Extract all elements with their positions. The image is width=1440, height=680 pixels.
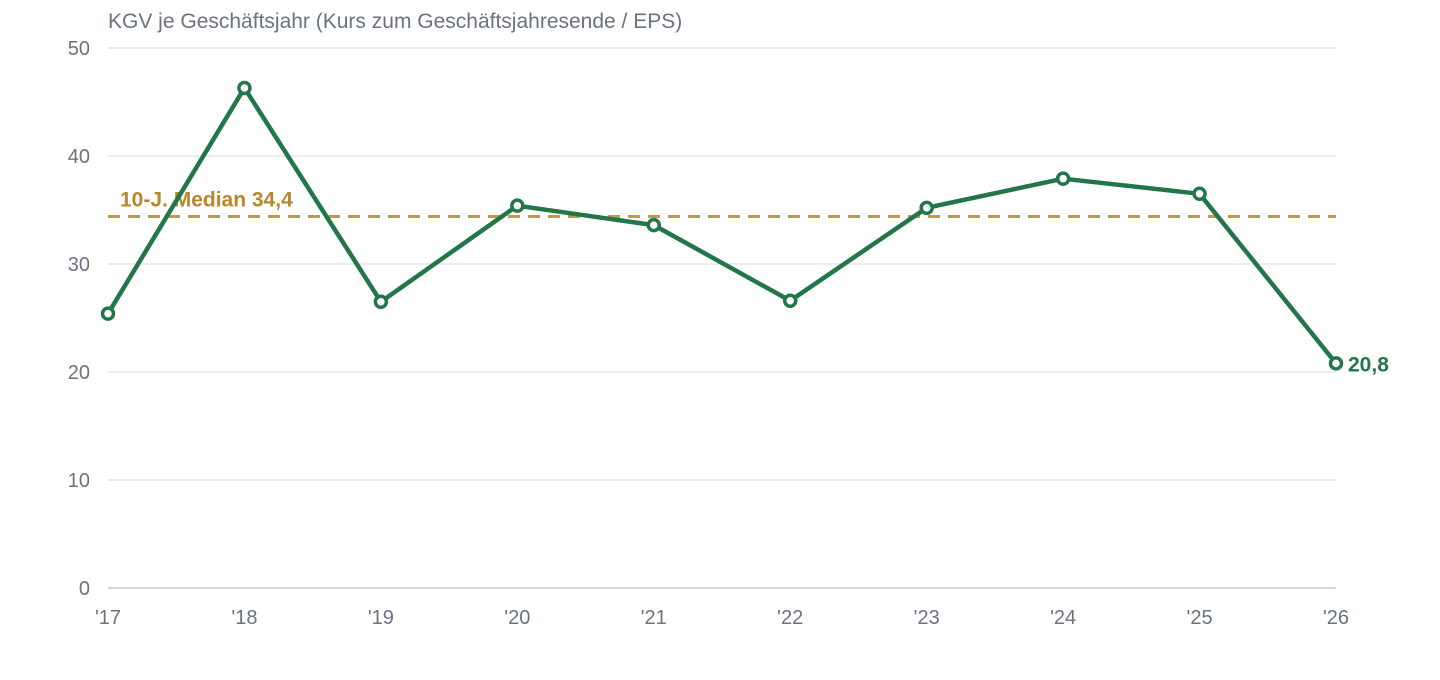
x-tick-label: '20	[504, 607, 530, 629]
x-tick-label: '22	[777, 607, 803, 629]
y-tick-label: 50	[68, 38, 90, 60]
y-tick-label: 20	[68, 362, 90, 384]
median-label: 10-J. Median 34,4	[120, 188, 293, 211]
x-tick-label: '23	[914, 607, 940, 629]
series-line	[106, 85, 1338, 365]
y-tick-label: 0	[79, 578, 90, 600]
median-reference: 10-J. Median 34,4	[108, 188, 1336, 218]
data-point	[237, 80, 252, 96]
data-point	[919, 200, 934, 216]
data-point	[1192, 186, 1207, 202]
y-tick-label: 10	[68, 470, 90, 492]
data-point	[1328, 356, 1344, 371]
series-kgv	[100, 80, 1344, 371]
x-tick-label: '17	[95, 607, 121, 629]
y-axis-ticks: 0 10 20 30 40 50	[68, 38, 90, 600]
y-tick-label: 40	[68, 146, 90, 168]
x-tick-label: '21	[641, 607, 667, 629]
x-axis-ticks: '17 '18 '19 '20 '21 '22 '23 '24 '25 '26	[95, 607, 1349, 629]
x-tick-label: '19	[368, 607, 394, 629]
chart-title: KGV je Geschäftsjahr (Kurs zum Geschäfts…	[108, 10, 683, 33]
x-tick-label: '24	[1050, 607, 1076, 629]
data-point	[510, 198, 525, 213]
data-point	[373, 294, 389, 310]
data-point	[1055, 171, 1071, 186]
last-value-label: 20,8	[1348, 353, 1389, 376]
y-tick-label: 30	[68, 254, 90, 276]
data-point	[782, 293, 798, 308]
data-labels: 20,8	[1348, 353, 1389, 376]
x-tick-label: '25	[1187, 607, 1213, 629]
data-point	[100, 306, 116, 321]
grid-lines	[108, 47, 1336, 589]
x-tick-label: '18	[231, 607, 257, 629]
data-point	[646, 217, 662, 233]
x-tick-label: '26	[1323, 607, 1349, 629]
